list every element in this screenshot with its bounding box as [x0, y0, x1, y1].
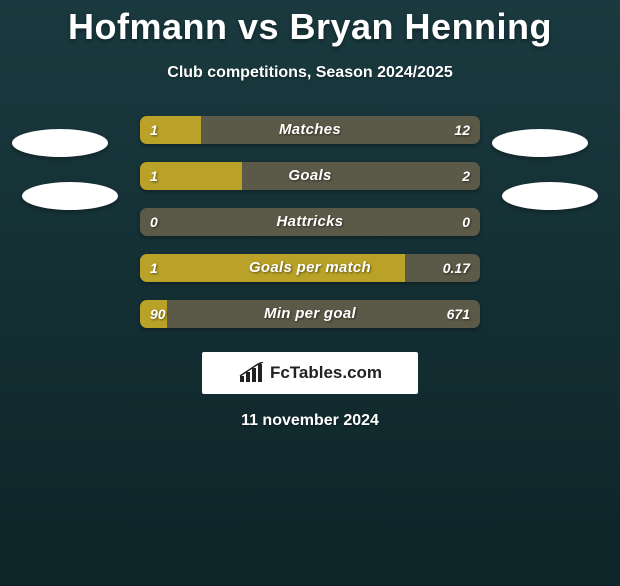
chart-icon	[238, 362, 264, 384]
stat-row: Min per goal90671	[0, 300, 620, 328]
page-subtitle: Club competitions, Season 2024/2025	[0, 64, 620, 82]
bar-track	[140, 300, 480, 328]
bar-track	[140, 254, 480, 282]
date-label: 11 november 2024	[0, 412, 620, 430]
bar-left	[140, 116, 201, 144]
stat-row: Hattricks00	[0, 208, 620, 236]
brand-logo: FcTables.com	[202, 352, 418, 394]
bar-left	[140, 300, 167, 328]
stat-row: Goals per match10.17	[0, 254, 620, 282]
avatar-placeholder	[22, 182, 118, 210]
avatar-placeholder	[492, 129, 588, 157]
brand-text: FcTables.com	[270, 363, 382, 383]
bar-track	[140, 116, 480, 144]
avatar-placeholder	[502, 182, 598, 210]
page-title: Hofmann vs Bryan Henning	[0, 6, 620, 48]
bar-left	[140, 254, 405, 282]
avatar-placeholder	[12, 129, 108, 157]
bar-track	[140, 162, 480, 190]
bar-left	[140, 162, 242, 190]
bar-track	[140, 208, 480, 236]
